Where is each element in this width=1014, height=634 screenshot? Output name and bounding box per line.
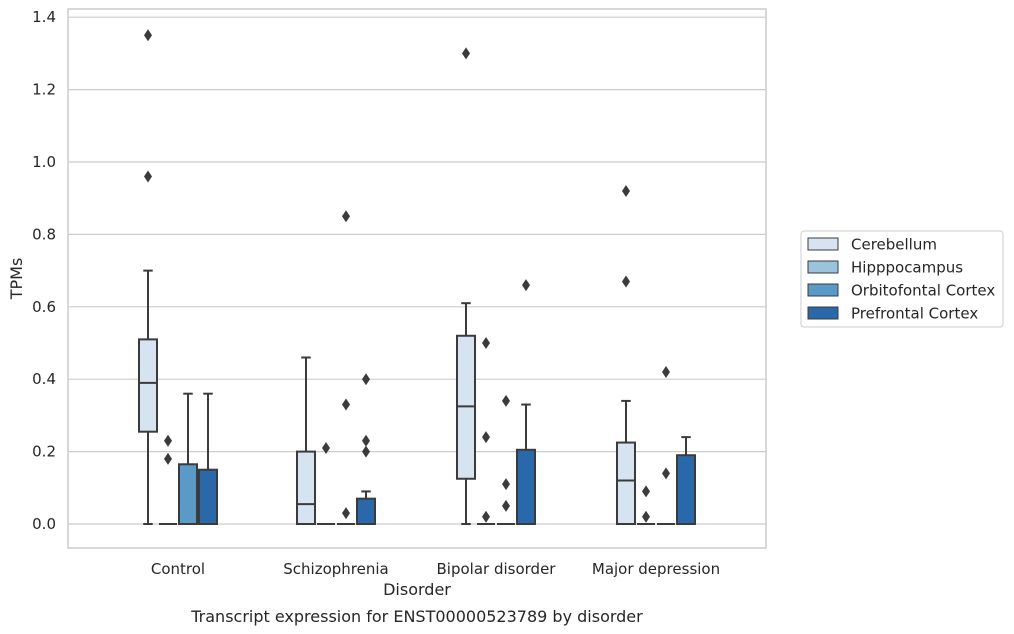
legend-swatch [807,306,839,320]
box-3-3 [676,436,696,525]
outlier-point [622,184,630,197]
x-tick-label: Control [151,560,205,578]
box-body [616,441,636,525]
box-1-3 [637,485,655,525]
box-2-1 [337,210,355,525]
box-body [516,448,536,526]
box-3-2 [516,279,536,526]
x-tick-label: Schizophrenia [283,560,388,578]
outlier-point [662,365,670,378]
box-1-2 [477,337,495,525]
y-axis-label: TPMs [7,258,26,301]
outlier-point [362,434,370,447]
x-tick-labels: Control Schizophrenia Bipolar disorder Majo… [151,560,720,578]
outlier-point [502,499,510,512]
legend-label: Cerebellum [851,236,937,254]
outlier-point [642,485,650,498]
outlier-point [482,431,490,444]
outlier-point [342,507,350,520]
box-3-1 [356,373,376,526]
box-body [138,338,158,433]
box-body [356,497,376,526]
figure-caption: Transcript expression for ENST0000052378… [190,607,643,626]
box-2-2 [497,394,515,525]
y-tick-label: 1.2 [32,81,56,99]
legend-label: Orbitofontal Cortex [851,282,995,300]
box-3-0 [198,392,218,526]
y-tick-label: 0.2 [32,443,56,461]
outlier-point [362,373,370,386]
outlier-point [164,434,172,447]
outlier-point [144,170,152,183]
outlier-point [502,394,510,407]
outlier-point [642,510,650,523]
y-tick-label: 1.4 [32,8,56,26]
y-tick-label: 0.0 [32,515,56,533]
gridlines [68,16,766,525]
outlier-point [662,467,670,480]
box-2-3 [657,365,675,525]
box-0-2 [456,47,476,525]
y-tick-label: 0.4 [32,370,56,388]
outlier-point [144,29,152,42]
outlier-point [362,445,370,458]
outlier-point [622,275,630,288]
outlier-point [342,398,350,411]
legend-label: Hipppocampus [851,259,963,277]
legend-label: Prefrontal Cortex [851,305,978,323]
box-2-0 [178,392,198,525]
x-tick-label: Major depression [592,560,720,578]
outlier-point [522,279,530,292]
box-body [296,450,316,526]
y-tick-label: 1.0 [32,153,56,171]
outlier-point [502,478,510,491]
y-tick-label: 0.8 [32,225,56,243]
legend-swatch [807,283,839,297]
box-body [198,468,218,526]
box-1-1 [317,441,335,525]
box-0-0 [138,29,158,525]
outlier-point [164,452,172,465]
outlier-point [342,210,350,223]
box-body [178,463,198,525]
legend: Cerebellum Hipppocampus Orbitofontal Corte… [800,230,1004,328]
box-0-1 [296,356,316,526]
box-body [676,454,696,525]
y-tick-labels: 0.0 0.2 0.4 0.6 0.8 1.0 1.2 1.4 [32,8,56,533]
x-tick-label: Bipolar disorder [437,560,557,578]
x-axis-label: Disorder [383,580,451,599]
outlier-point [482,510,490,523]
outlier-point [322,441,330,454]
plot-frame [67,8,767,549]
legend-swatch [807,260,839,274]
legend-swatch [807,237,839,251]
legend-frame [800,230,1004,328]
box-0-3 [616,184,636,525]
box-layer [138,29,696,526]
y-tick-label: 0.6 [32,298,56,316]
box-1-0 [159,434,177,525]
outlier-point [482,337,490,349]
outlier-point [462,47,470,60]
